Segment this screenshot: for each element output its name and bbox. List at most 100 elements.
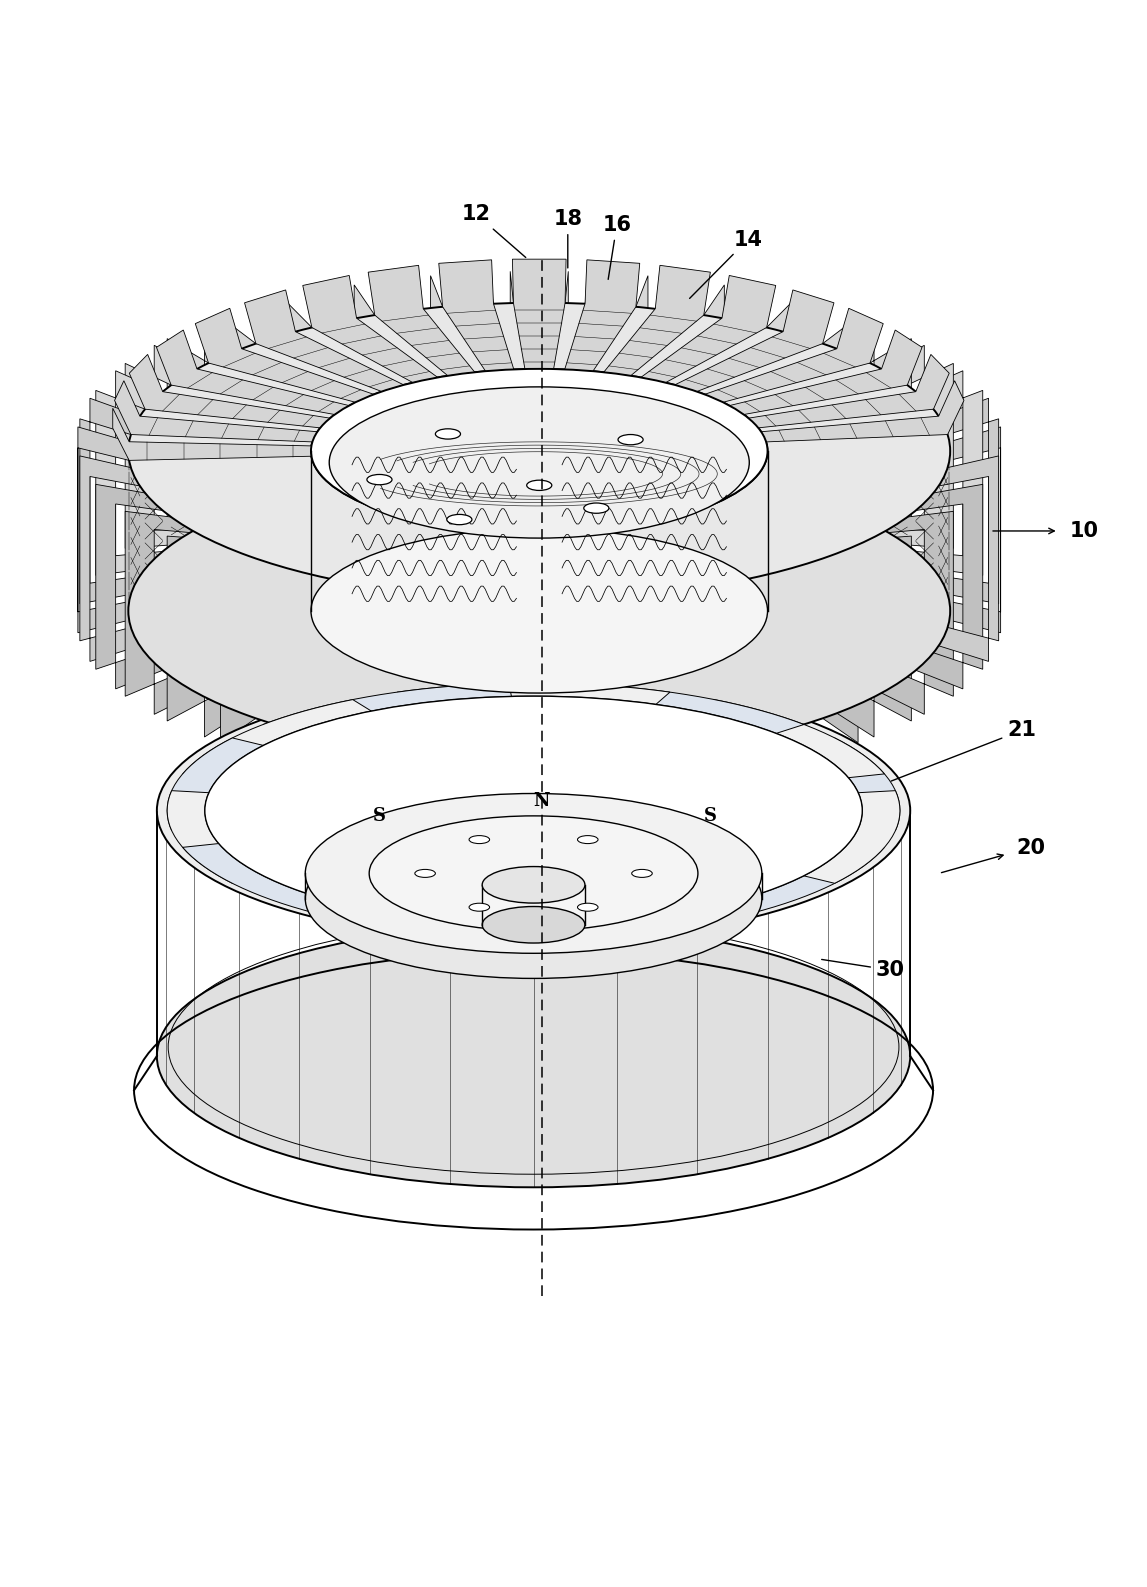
Text: 30: 30 [821, 960, 905, 981]
Polygon shape [397, 682, 670, 705]
Polygon shape [882, 346, 953, 549]
Ellipse shape [305, 794, 762, 954]
Polygon shape [704, 308, 883, 402]
Polygon shape [915, 371, 983, 576]
Ellipse shape [219, 698, 849, 917]
Polygon shape [783, 303, 858, 503]
Polygon shape [564, 260, 640, 371]
Polygon shape [585, 595, 648, 787]
Polygon shape [641, 276, 775, 382]
Polygon shape [439, 260, 514, 371]
Text: S: S [704, 808, 717, 825]
Polygon shape [182, 700, 372, 778]
Text: 20: 20 [1016, 838, 1045, 859]
Text: 10: 10 [1070, 521, 1099, 541]
Polygon shape [244, 290, 404, 392]
Polygon shape [510, 600, 568, 789]
Ellipse shape [305, 819, 762, 979]
Polygon shape [938, 398, 999, 603]
Ellipse shape [415, 870, 436, 878]
Text: 16: 16 [602, 214, 631, 279]
Polygon shape [182, 844, 372, 922]
Polygon shape [804, 738, 900, 830]
Polygon shape [283, 574, 357, 771]
Ellipse shape [128, 462, 950, 759]
Ellipse shape [205, 697, 863, 925]
Polygon shape [674, 290, 834, 392]
Polygon shape [167, 536, 242, 736]
Polygon shape [96, 484, 163, 689]
Ellipse shape [367, 475, 392, 484]
Polygon shape [585, 271, 648, 467]
Polygon shape [128, 303, 950, 600]
Polygon shape [950, 427, 1000, 633]
Ellipse shape [526, 481, 552, 490]
Polygon shape [130, 354, 330, 428]
Polygon shape [783, 559, 858, 755]
Ellipse shape [157, 679, 911, 943]
Polygon shape [125, 511, 197, 714]
Polygon shape [125, 346, 197, 549]
Ellipse shape [192, 692, 876, 930]
Polygon shape [721, 574, 795, 771]
Polygon shape [539, 303, 950, 759]
Ellipse shape [469, 903, 490, 911]
Polygon shape [837, 536, 912, 736]
Polygon shape [80, 398, 140, 603]
Polygon shape [762, 381, 963, 441]
Polygon shape [156, 330, 349, 414]
Polygon shape [655, 278, 725, 475]
Polygon shape [220, 559, 296, 755]
Polygon shape [354, 587, 423, 782]
Polygon shape [167, 738, 264, 830]
Ellipse shape [447, 514, 471, 525]
Polygon shape [729, 330, 922, 414]
Ellipse shape [577, 836, 598, 844]
Ellipse shape [157, 925, 911, 1187]
Ellipse shape [311, 368, 767, 533]
Ellipse shape [315, 370, 763, 532]
Ellipse shape [482, 906, 585, 943]
Polygon shape [368, 265, 475, 376]
Polygon shape [938, 455, 999, 662]
Polygon shape [915, 484, 983, 689]
Polygon shape [749, 354, 950, 428]
Polygon shape [303, 276, 438, 382]
Text: N: N [533, 792, 549, 811]
Ellipse shape [584, 503, 609, 513]
Text: 14: 14 [689, 230, 763, 298]
Ellipse shape [482, 867, 585, 903]
Polygon shape [721, 289, 795, 487]
Text: 12: 12 [462, 205, 525, 257]
Polygon shape [263, 684, 512, 733]
Ellipse shape [436, 428, 460, 440]
Polygon shape [430, 595, 493, 787]
Ellipse shape [311, 528, 767, 694]
Polygon shape [128, 303, 539, 759]
Ellipse shape [577, 903, 598, 911]
Ellipse shape [369, 816, 697, 932]
Text: S: S [373, 808, 385, 825]
Polygon shape [513, 259, 567, 370]
Polygon shape [603, 265, 710, 376]
Polygon shape [115, 381, 318, 441]
Polygon shape [430, 271, 493, 467]
Polygon shape [804, 790, 900, 884]
Polygon shape [220, 303, 296, 503]
Text: 18: 18 [553, 209, 583, 268]
Polygon shape [510, 271, 568, 463]
Polygon shape [195, 308, 374, 402]
Polygon shape [112, 408, 312, 460]
Polygon shape [696, 844, 884, 922]
Polygon shape [96, 371, 163, 576]
Polygon shape [882, 511, 953, 714]
Polygon shape [283, 289, 357, 487]
Ellipse shape [618, 435, 643, 444]
Ellipse shape [632, 870, 653, 878]
Polygon shape [655, 587, 725, 782]
Polygon shape [78, 427, 130, 633]
Polygon shape [80, 455, 140, 662]
Polygon shape [354, 278, 423, 475]
Text: 21: 21 [891, 720, 1036, 781]
Polygon shape [837, 322, 912, 524]
